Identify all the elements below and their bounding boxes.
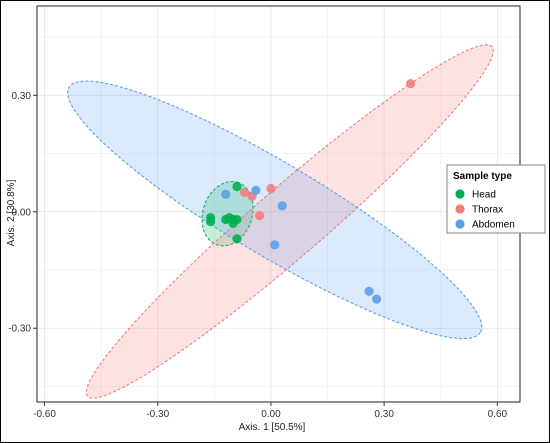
legend-label-thorax: Thorax [472, 205, 503, 216]
legend-swatch-thorax [455, 204, 465, 214]
legend: Sample type Head Thorax Abdomen [446, 164, 546, 234]
point-head [228, 218, 238, 228]
x-tick-label: -0.60 [33, 409, 56, 420]
legend-swatch-abdomen [455, 219, 465, 229]
point-thorax [255, 211, 265, 221]
x-axis-label: Axis. 1 [50.5%] [239, 422, 306, 433]
x-tick-label: 0.00 [261, 409, 281, 420]
point-abdomen [270, 240, 280, 250]
point-abdomen [251, 185, 261, 195]
legend-items: Head Thorax Abdomen [455, 189, 515, 231]
x-axis-ticks: -0.60 -0.30 0.00 0.30 0.60 [33, 402, 508, 420]
point-head [206, 216, 216, 227]
point-thorax [239, 187, 250, 197]
x-tick-label: 0.60 [488, 409, 508, 420]
point-head [232, 181, 242, 192]
point-abdomen [372, 294, 382, 304]
y-tick-label: -0.30 [8, 324, 31, 335]
ellipse-abdomen [67, 80, 483, 340]
y-axis-ticks: -0.30 0.00 0.30 [8, 91, 37, 335]
point-abdomen [277, 201, 287, 211]
x-tick-label: -0.30 [146, 409, 169, 420]
point-head [232, 234, 242, 244]
x-tick-label: 0.30 [374, 409, 394, 420]
point-head [221, 214, 231, 225]
ellipse-thorax [85, 44, 494, 399]
point-abdomen [364, 286, 374, 296]
point-thorax [406, 79, 416, 89]
y-tick-label: 0.30 [12, 91, 32, 102]
legend-title: Sample type [453, 171, 512, 182]
point-thorax [266, 183, 276, 194]
legend-label-head: Head [472, 190, 496, 201]
y-axis-label: Axis. 2 [30.8%] [6, 179, 17, 246]
y-tick-label: 0.00 [12, 207, 32, 218]
confidence-ellipses [67, 44, 494, 399]
legend-label-abdomen: Abdomen [472, 220, 515, 231]
legend-swatch-head [455, 189, 465, 199]
point-abdomen [221, 189, 231, 199]
data-points [206, 79, 416, 304]
